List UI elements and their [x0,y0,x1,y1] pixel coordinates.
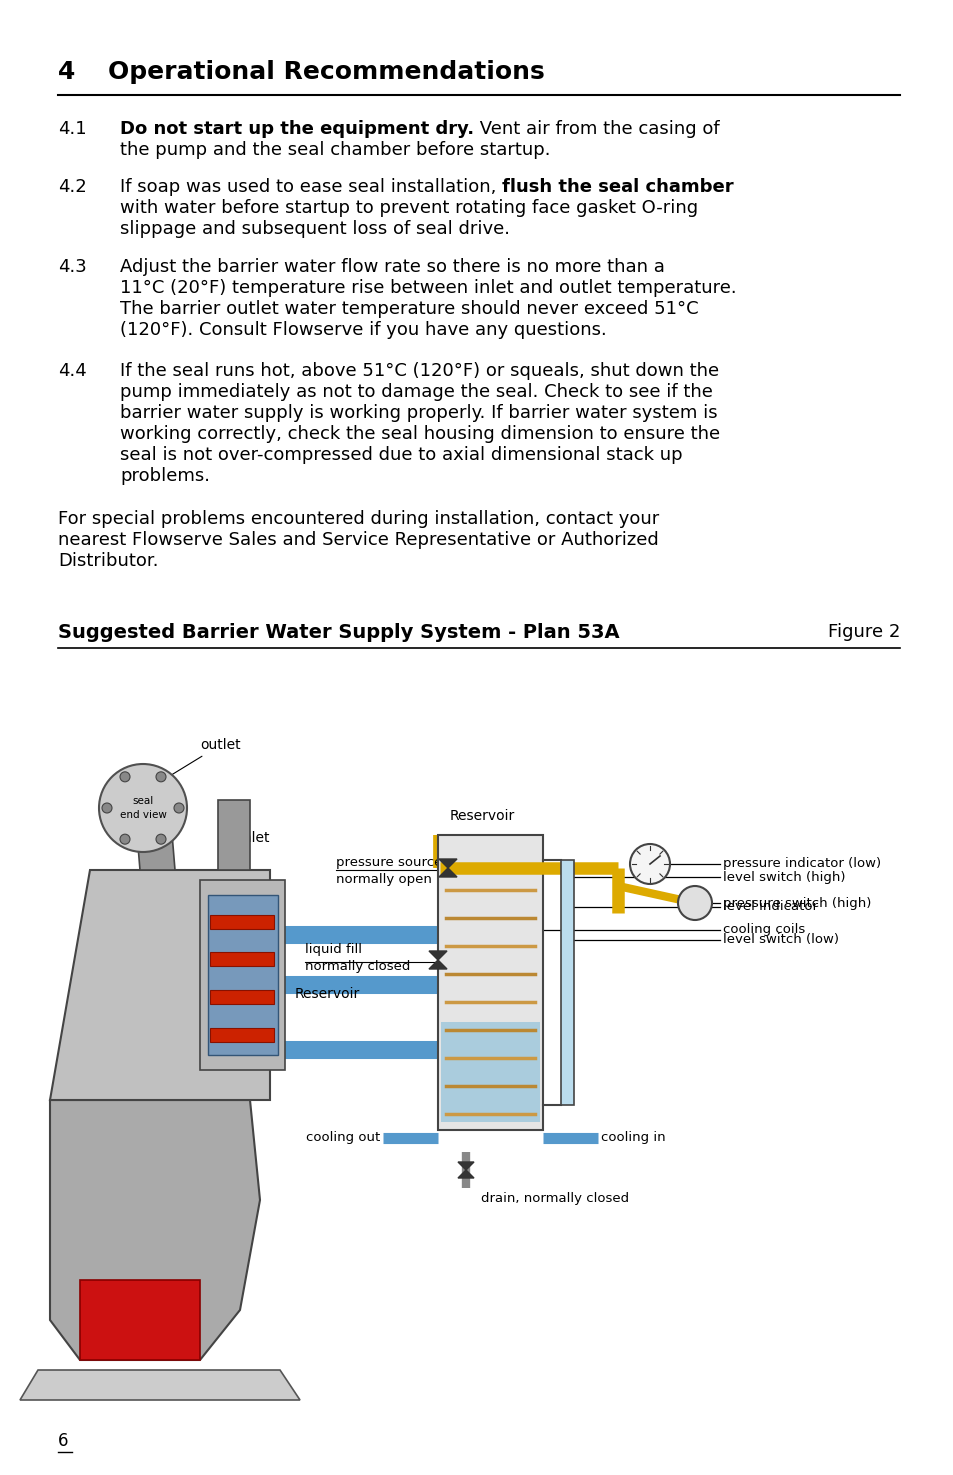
Circle shape [156,771,166,782]
Circle shape [173,802,184,813]
Text: problems.: problems. [120,468,210,485]
Polygon shape [50,870,270,1100]
Polygon shape [200,881,285,1069]
Polygon shape [80,1280,200,1360]
Text: For special problems encountered during installation, contact your: For special problems encountered during … [58,510,659,528]
Text: drain, normally closed: drain, normally closed [480,1192,628,1205]
Text: pump immediately as not to damage the seal. Check to see if the: pump immediately as not to damage the se… [120,384,712,401]
Circle shape [120,835,130,844]
Polygon shape [457,1170,474,1179]
Text: 6: 6 [58,1432,69,1450]
Bar [210,914,274,929]
Text: 4.1: 4.1 [58,119,87,139]
Text: barrier water supply is working properly. If barrier water system is: barrier water supply is working properly… [120,404,717,422]
Text: Figure 2: Figure 2 [827,622,899,642]
Text: cooling coils: cooling coils [722,923,804,937]
Circle shape [120,771,130,782]
Text: Do not start up the equipment dry.: Do not start up the equipment dry. [120,119,474,139]
Text: working correctly, check the seal housing dimension to ensure the: working correctly, check the seal housin… [120,425,720,442]
Bar [210,951,274,966]
Text: cooling out: cooling out [305,1131,379,1145]
Text: 4: 4 [58,60,75,84]
Circle shape [156,835,166,844]
Text: Distributor.: Distributor. [58,552,158,569]
Text: If the seal runs hot, above 51°C (120°F) or squeals, shut down the: If the seal runs hot, above 51°C (120°F)… [120,361,719,381]
Text: (120°F). Consult Flowserve if you have any questions.: (120°F). Consult Flowserve if you have a… [120,322,606,339]
Polygon shape [132,785,174,870]
Polygon shape [457,1162,474,1170]
Text: 11°C (20°F) temperature rise between inlet and outlet temperature.: 11°C (20°F) temperature rise between inl… [120,279,736,296]
Text: slippage and subsequent loss of seal drive.: slippage and subsequent loss of seal dri… [120,220,510,237]
Text: Reservoir: Reservoir [294,987,359,1002]
Text: If soap was used to ease seal installation,: If soap was used to ease seal installati… [120,178,501,196]
Polygon shape [429,960,447,969]
Circle shape [102,802,112,813]
Text: inlet: inlet [236,830,271,857]
Text: The barrier outlet water temperature should never exceed 51°C: The barrier outlet water temperature sho… [120,299,698,319]
Text: Operational Recommendations: Operational Recommendations [108,60,544,84]
Bar [210,990,274,1004]
Polygon shape [20,1370,299,1400]
Polygon shape [438,867,456,878]
Polygon shape [218,799,250,870]
Polygon shape [50,1100,260,1360]
Text: Adjust the barrier water flow rate so there is no more than a: Adjust the barrier water flow rate so th… [120,258,664,276]
Text: outlet: outlet [158,738,240,783]
Text: flush the seal chamber: flush the seal chamber [501,178,733,196]
Circle shape [678,886,711,920]
Text: pressure indicator (low): pressure indicator (low) [722,857,881,870]
Text: the pump and the seal chamber before startup.: the pump and the seal chamber before sta… [120,142,550,159]
Text: cooling in: cooling in [600,1131,665,1145]
Text: Reservoir: Reservoir [450,808,515,823]
Text: Suggested Barrier Water Supply System - Plan 53A: Suggested Barrier Water Supply System - … [58,622,619,642]
Circle shape [629,844,669,884]
Text: Vent air from the casing of: Vent air from the casing of [474,119,719,139]
Text: level indicator: level indicator [722,901,817,913]
Text: seal is not over-compressed due to axial dimensional stack up: seal is not over-compressed due to axial… [120,445,682,465]
Text: with water before startup to prevent rotating face gasket O-ring: with water before startup to prevent rot… [120,199,698,217]
Text: liquid fill
normally closed: liquid fill normally closed [305,943,410,974]
Text: level switch (high): level switch (high) [722,870,844,884]
Polygon shape [208,895,277,1055]
Circle shape [99,764,187,853]
Text: pressure switch (high): pressure switch (high) [722,897,870,910]
Text: 4.2: 4.2 [58,178,87,196]
Bar [440,1022,539,1122]
Text: level switch (low): level switch (low) [722,934,838,947]
Text: seal
end view: seal end view [119,796,166,820]
Bar [560,860,574,1105]
Text: 4.4: 4.4 [58,361,87,381]
Bar [437,835,542,1130]
Polygon shape [429,951,447,960]
Text: pressure source,
normally open: pressure source, normally open [335,855,446,886]
Polygon shape [438,858,456,867]
Text: 4.3: 4.3 [58,258,87,276]
Text: nearest Flowserve Sales and Service Representative or Authorized: nearest Flowserve Sales and Service Repr… [58,531,659,549]
Bar [210,1028,274,1041]
